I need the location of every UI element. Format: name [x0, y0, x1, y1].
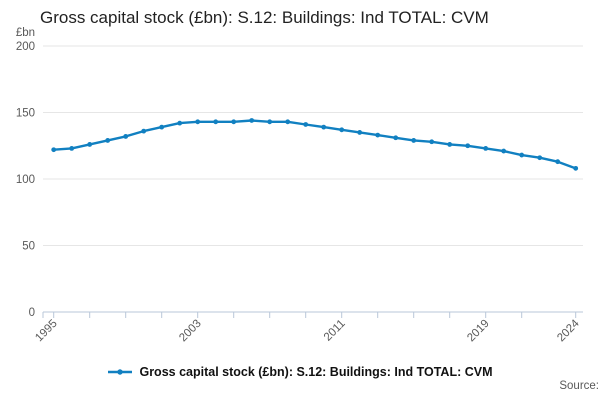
data-point-marker: [231, 119, 237, 125]
y-tick-label: 200: [16, 41, 35, 53]
y-tick-label: 150: [16, 108, 35, 120]
data-point-marker: [573, 165, 579, 171]
data-point-marker: [123, 134, 129, 139]
data-point-marker: [213, 119, 219, 125]
data-point-marker: [357, 130, 363, 135]
y-tick-label: 0: [29, 307, 35, 319]
data-point-marker: [51, 147, 57, 153]
y-tick-label: 50: [22, 241, 35, 253]
source-label: Source:: [559, 380, 599, 392]
chart-title: Gross capital stock (£bn): S.12: Buildin…: [40, 8, 489, 27]
data-point-marker: [159, 124, 165, 130]
data-point-marker: [105, 138, 111, 143]
data-point-marker: [69, 146, 75, 151]
x-tick-label: 2011: [322, 318, 348, 344]
data-point-marker: [285, 119, 291, 125]
x-tick-label: 2003: [177, 318, 204, 345]
data-point-marker: [393, 135, 399, 141]
x-tick-label: 2019: [465, 318, 492, 345]
x-tick-label: 2024: [555, 317, 582, 344]
legend-line-marker-icon: [108, 369, 133, 375]
data-point-marker: [267, 119, 273, 125]
data-point-marker: [249, 118, 255, 123]
data-point-marker: [537, 155, 543, 161]
data-point-marker: [87, 142, 93, 147]
data-point-marker: [465, 143, 471, 149]
data-point-marker: [519, 152, 525, 158]
data-point-marker: [555, 159, 561, 165]
x-tick-label: 1995: [33, 318, 60, 345]
data-point-marker: [321, 124, 327, 130]
data-point-marker: [429, 139, 435, 145]
data-point-marker: [177, 120, 183, 126]
data-point-marker: [195, 119, 201, 125]
data-point-marker: [483, 146, 489, 151]
data-point-marker: [375, 132, 381, 138]
data-point-marker: [339, 127, 345, 133]
legend: Gross capital stock (£bn): S.12: Buildin…: [0, 363, 600, 381]
y-axis-unit-label: £bn: [15, 27, 35, 39]
data-point-marker: [303, 122, 309, 127]
data-point-marker: [501, 148, 507, 154]
y-tick-label: 100: [16, 174, 35, 186]
legend-label: Gross capital stock (£bn): S.12: Buildin…: [139, 365, 493, 379]
data-point-marker: [141, 128, 147, 134]
data-point-marker: [411, 138, 417, 143]
data-point-marker: [447, 142, 453, 147]
data-line: [52, 119, 577, 170]
